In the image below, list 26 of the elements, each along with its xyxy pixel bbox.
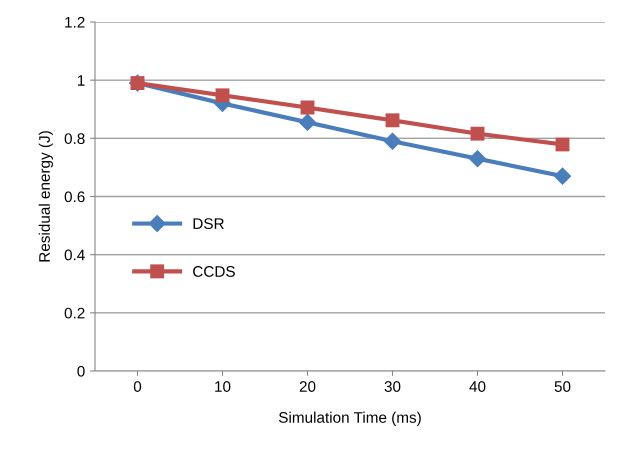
y-tick-label: 0.2: [64, 308, 85, 319]
point: [300, 100, 314, 114]
point: [384, 132, 402, 150]
x-tick-label: 10: [215, 381, 230, 392]
legend-label: CCDS: [193, 266, 235, 277]
point: [556, 137, 570, 152]
y-axis-title: Residual energy (J): [38, 131, 53, 262]
y-tick-label: 0.4: [64, 250, 85, 260]
point: [298, 114, 316, 131]
x-tick-label: 0: [134, 381, 142, 392]
x-tick-label: 50: [554, 381, 570, 392]
point: [468, 150, 486, 168]
x-axis-title: Simulation Time (ms): [278, 412, 421, 426]
legend-label: DSR: [194, 218, 224, 230]
y-tick-label: 0: [77, 366, 85, 377]
x-tick-label: 30: [384, 381, 400, 392]
point: [386, 113, 400, 128]
point: [554, 168, 572, 185]
y-tick-label: 1.2: [65, 16, 85, 28]
y-tick-label: 1: [78, 75, 85, 86]
point: [470, 126, 484, 141]
y-tick-label: 0.6: [64, 191, 85, 202]
y-tick-label: 0.8: [64, 133, 85, 144]
x-tick-label: 20: [300, 381, 316, 392]
point: [216, 88, 230, 102]
x-tick-label: 40: [469, 381, 486, 392]
